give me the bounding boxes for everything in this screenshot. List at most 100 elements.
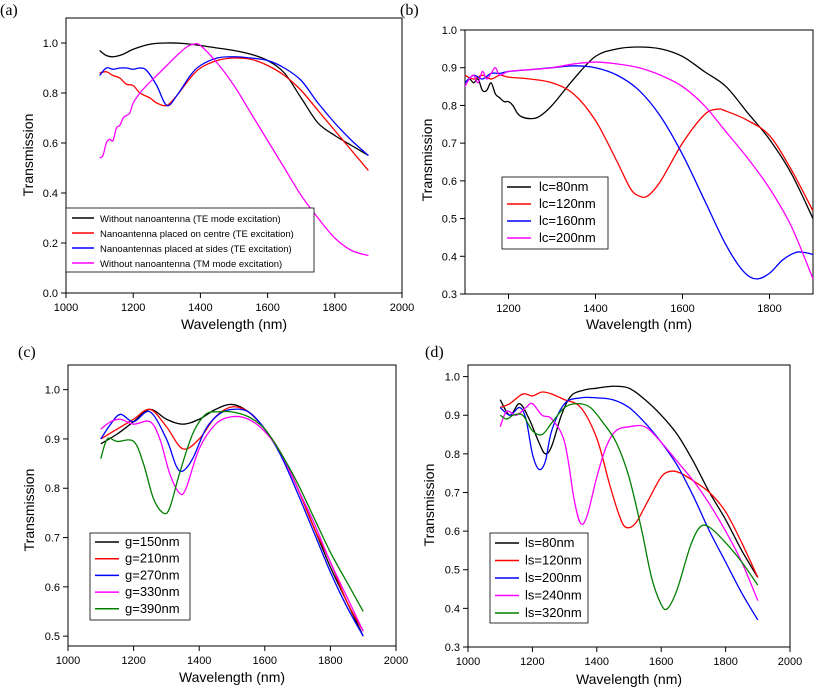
legend-label-b-1: lc=80nm [539,179,589,194]
y-tick-label-c: 1.0 [45,385,60,397]
series-line-c-3 [100,408,364,637]
x-tick-label-b: 1200 [496,303,520,315]
legend-entries-b: lc=80nm lc=120nm lc=160nm lc=200nm [507,179,596,245]
series-line-c-5 [100,410,364,612]
legend-label-d-3: ls=200nm [525,570,582,585]
series-group-d [499,385,759,621]
legend-box-b [501,176,609,250]
series-line-d-2 [499,391,759,578]
legend-label-d-4: ls=240nm [525,588,582,603]
x-tick-label-d: 1800 [713,656,737,668]
series-line-d-4 [499,402,759,601]
legend-entries-d: ls=80nm ls=120nm ls=200nm ls=240nm ls=320nm [495,535,582,620]
legend-label-b-4: lc=200nm [539,230,596,245]
y-tick-label-c: 0.7 [45,533,60,545]
legend-label-b-2: lc=120nm [539,196,596,211]
y-tick-label-c: 0.5 [45,631,60,643]
y-axis-title-d: Transmission [421,464,437,547]
legend-label-d-5: ls=320nm [525,605,582,620]
x-tick-label-a: 1800 [323,302,347,314]
y-axis-title-c: Transmission [21,469,37,552]
panel-label-c: (c) [18,344,36,361]
x-tick-label-d: 1400 [585,656,609,668]
plot-frame-a [65,17,403,294]
series-line-b-3 [464,65,814,280]
y-tick-label-d: 0.6 [445,526,460,538]
x-tick-label-c: 1000 [56,655,80,667]
y-tick-label-a: 0.0 [43,288,58,300]
y-tick-label-a: 0.2 [43,238,58,250]
x-tick-label-c: 2000 [384,655,408,667]
legend-entries-a: Without nanoantenna (TE mode excitation)… [72,214,294,270]
series-group-c [100,403,364,637]
y-tick-label-b: 0.4 [442,251,457,263]
panel-label-a: (a) [0,2,18,19]
y-tick-label-d: 0.4 [445,603,460,615]
panel-c: (c) 1000 1200 1400 1600 1800 2000 0.5 0.6 0.7 0.8… [18,344,408,685]
x-tick-label-c: 1600 [253,655,277,667]
x-tick-label-d: 1200 [520,656,544,668]
x-tick-label-d: 1600 [649,656,673,668]
y-tick-label-d: 0.5 [445,565,460,577]
y-tick-label-b: 0.6 [442,176,457,188]
series-line-a-4 [99,42,369,257]
x-tick-label-a: 1600 [255,302,279,314]
y-axis-title-b: Transmission [419,119,435,202]
legend-label-a-4: Without nanoantenna (TM mode excitation) [100,259,282,270]
x-tick-label-a: 2000 [390,302,414,314]
series-line-a-1 [99,42,369,157]
y-tick-label-d: 0.3 [445,642,460,654]
x-tick-label-c: 1400 [187,655,211,667]
y-tick-label-c: 0.8 [45,483,60,495]
x-tick-label-c: 1800 [318,655,342,667]
legend-label-a-3: Nanoantennas placed at sides (TE excitat… [100,244,292,255]
legend-label-c-4: g=330nm [125,584,180,599]
y-tick-label-a: 0.8 [43,88,58,100]
x-axis-title-a: Wavelength (nm) [181,316,287,332]
y-tick-label-d: 0.7 [445,487,460,499]
y-tick-label-b: 0.3 [442,289,457,301]
panel-label-b: (b) [400,2,419,19]
plot-frame-b [464,29,814,295]
x-axis-title-b: Wavelength (nm) [586,316,692,332]
series-line-d-3 [499,396,759,621]
x-tick-label-b: 1800 [757,303,781,315]
series-line-c-2 [100,406,364,632]
y-tick-label-d: 1.0 [445,372,460,384]
y-tick-label-b: 0.9 [442,63,457,75]
legend-a: Without nanoantenna (TE mode excitation)… [65,207,315,273]
x-tick-label-b: 1400 [583,303,607,315]
x-axis-title-d: Wavelength (nm) [576,671,682,687]
panel-d: (d) 1000 1200 1400 1600 1800 2000 0.3 0.4 0.5 0.6… [421,344,802,687]
series-line-b-2 [464,74,814,212]
y-tick-label-a: 1.0 [43,38,58,50]
legend-label-a-2: Nanoantenna placed on centre (TE excitat… [100,229,294,240]
y-tick-label-c: 0.6 [45,582,60,594]
x-tick-label-b: 1600 [670,303,694,315]
series-line-a-2 [99,57,369,171]
panel-b: (b) 1200 1400 1600 1800 0.3 0.4 0.5 0.6 0.7 0.8 0.… [400,2,814,332]
y-tick-label-b: 1.0 [442,25,457,37]
series-line-b-4 [464,61,814,280]
panel-a: (a) 1000 1200 1400 1600 1800 2000 0.0 0.2 0.4 0.6… [0,2,414,332]
axis-ticks-c: 1000 1200 1400 1600 1800 2000 0.5 0.6 0.7 0.8 0.9 1… [45,385,409,667]
series-line-c-4 [100,415,364,632]
plot-frame-d [467,364,791,648]
legend-d: ls=80nm ls=120nm ls=200nm ls=240nm ls=320nm [489,532,589,624]
x-tick-label-c: 1200 [121,655,145,667]
y-tick-label-a: 0.4 [43,188,58,200]
x-tick-label-a: 1000 [54,302,78,314]
legend-label-c-1: g=150nm [125,534,180,549]
legend-label-c-5: g=390nm [125,601,180,616]
legend-label-b-3: lc=160nm [539,213,596,228]
y-tick-label-d: 0.9 [445,410,460,422]
legend-label-c-3: g=270nm [125,567,180,582]
x-tick-label-a: 1200 [121,302,145,314]
legend-label-c-2: g=210nm [125,551,180,566]
plot-frame-c [67,364,397,647]
series-line-d-5 [499,402,759,611]
axis-ticks-b: 1200 1400 1600 1800 0.3 0.4 0.5 0.6 0.7 0.8 0.9 1.0 [442,25,782,315]
y-tick-label-c: 0.9 [45,434,60,446]
x-axis-title-c: Wavelength (nm) [179,669,285,685]
